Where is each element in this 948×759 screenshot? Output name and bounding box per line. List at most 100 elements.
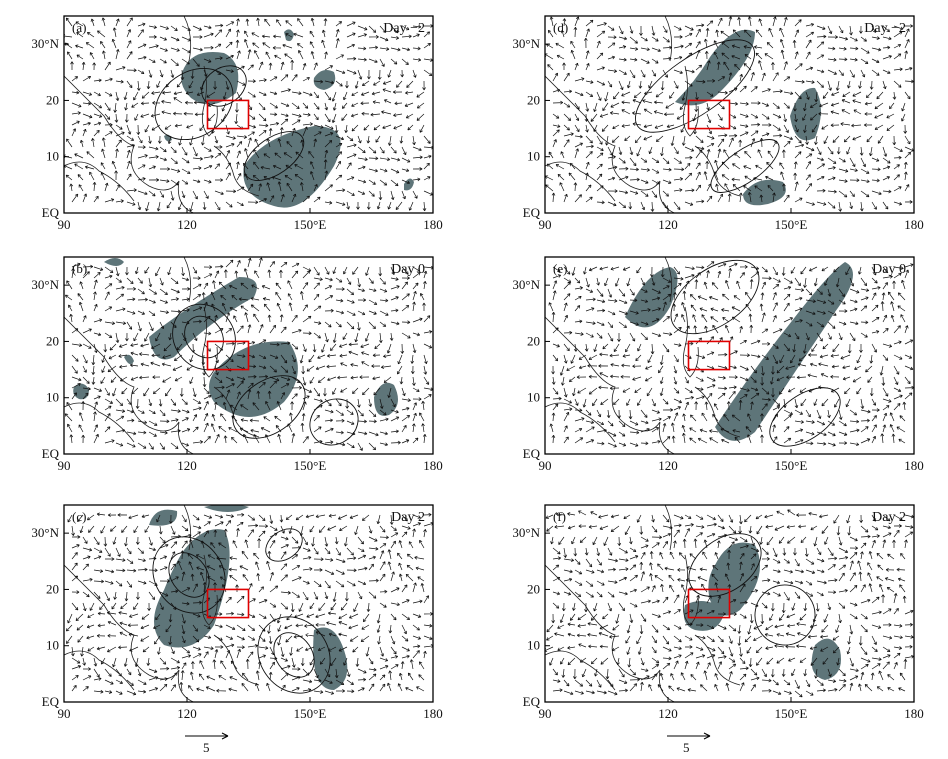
wind-vector-arrow xyxy=(755,29,763,38)
wind-vector-arrow xyxy=(244,312,249,323)
wind-vector-arrow xyxy=(547,64,554,71)
wind-vector-arrow xyxy=(225,259,234,268)
wind-vector-arrow xyxy=(596,547,601,556)
wind-vector-arrow xyxy=(280,536,289,541)
wind-vector-arrow xyxy=(188,685,194,692)
wind-vector-arrow xyxy=(137,22,146,27)
wind-vector-arrow xyxy=(693,325,697,334)
wind-vector-arrow xyxy=(830,387,840,393)
wind-vector-arrow xyxy=(859,25,863,34)
wind-vector-arrow xyxy=(649,266,654,278)
wind-vector-arrow xyxy=(318,525,326,533)
wind-vector-arrow xyxy=(379,431,388,436)
wind-vector-arrow xyxy=(137,420,148,425)
wind-vector-arrow xyxy=(798,354,807,362)
wind-vector-arrow xyxy=(904,354,913,359)
wind-vector-arrow xyxy=(604,91,609,102)
wind-vector-arrow xyxy=(563,139,570,148)
wind-vector-arrow xyxy=(684,514,692,519)
wind-vector-arrow xyxy=(354,525,359,535)
wind-vector-arrow xyxy=(849,546,858,551)
wind-vector-arrow xyxy=(706,376,716,382)
wind-vector-arrow xyxy=(805,135,809,145)
wind-vector-arrow xyxy=(71,268,75,279)
wind-vector-arrow xyxy=(758,424,763,433)
wind-vector-arrow xyxy=(904,539,908,549)
wind-vector-arrow xyxy=(159,555,167,560)
y-tick-label: 10 xyxy=(46,390,59,405)
wind-vector-arrow xyxy=(137,689,147,694)
wind-vector-arrow xyxy=(97,30,106,38)
wind-vector-arrow xyxy=(882,525,891,530)
wind-vector-arrow xyxy=(247,200,259,205)
wind-vector-arrow xyxy=(574,148,579,159)
wind-vector-arrow xyxy=(203,436,211,444)
wind-vector-arrow xyxy=(602,343,609,350)
wind-vector-arrow xyxy=(157,135,162,144)
wind-vector-arrow xyxy=(82,121,91,126)
wind-vector-arrow xyxy=(71,535,81,539)
wind-vector-arrow xyxy=(567,646,576,650)
wind-vector-arrow xyxy=(897,305,906,312)
wind-vector-arrow xyxy=(621,363,631,368)
wind-vector-arrow xyxy=(902,595,907,604)
wind-vector-arrow xyxy=(340,602,348,611)
wind-vector-arrow xyxy=(860,201,864,212)
wind-vector-arrow xyxy=(390,277,399,281)
wind-vector-arrow xyxy=(651,190,658,198)
wind-vector-arrow xyxy=(302,376,307,386)
wind-vector-arrow xyxy=(93,401,98,411)
wind-vector-arrow xyxy=(280,88,291,93)
wind-vector-arrow xyxy=(407,672,414,681)
wind-vector-arrow xyxy=(805,288,813,296)
wind-vector-arrow xyxy=(612,624,620,631)
wind-vector-arrow xyxy=(137,177,146,181)
wind-vector-arrow xyxy=(882,25,890,33)
wind-vector-arrow xyxy=(849,657,854,667)
wind-vector-arrow xyxy=(71,602,79,611)
wind-vector-arrow xyxy=(401,599,410,604)
wind-vector-arrow xyxy=(860,551,864,560)
wind-vector-arrow xyxy=(100,40,106,49)
wind-vector-arrow xyxy=(335,580,345,588)
wind-vector-arrow xyxy=(706,60,711,71)
wind-vector-arrow xyxy=(268,128,273,137)
wind-vector-arrow xyxy=(670,422,675,433)
wind-vector-arrow xyxy=(362,613,370,623)
wind-vector-arrow xyxy=(651,613,661,618)
wind-vector-arrow xyxy=(390,190,395,201)
wind-vector-arrow xyxy=(71,354,79,362)
wind-vector-arrow xyxy=(629,310,639,315)
wind-vector-arrow xyxy=(327,525,337,531)
wind-vector-arrow xyxy=(236,65,245,71)
wind-vector-arrow xyxy=(750,376,757,383)
wind-vector-arrow xyxy=(308,150,315,159)
wind-vector-arrow xyxy=(287,293,293,301)
wind-vector-arrow xyxy=(379,683,386,692)
wind-vector-arrow xyxy=(412,58,422,62)
wind-vector-arrow xyxy=(192,58,200,67)
map-frame xyxy=(63,256,434,455)
wind-vector-arrow xyxy=(144,266,150,274)
wind-vector-arrow xyxy=(684,146,695,152)
wind-vector-arrow xyxy=(827,46,836,51)
wind-vector-arrow xyxy=(791,668,796,677)
wind-vector-arrow xyxy=(563,266,571,275)
wind-vector-arrow xyxy=(291,127,296,137)
wind-vector-arrow xyxy=(705,27,710,38)
wind-vector-arrow xyxy=(869,387,874,397)
wind-vector-arrow xyxy=(305,633,315,637)
wind-vector-arrow xyxy=(162,376,172,383)
wind-vector-arrow xyxy=(642,99,653,104)
wind-vector-arrow xyxy=(640,299,649,303)
wind-vector-arrow xyxy=(236,29,240,38)
wind-vector-arrow xyxy=(695,376,704,382)
wind-vector-arrow xyxy=(759,303,764,312)
wind-vector-arrow xyxy=(856,354,862,364)
wind-vector-arrow xyxy=(772,328,783,334)
wind-vector-arrow xyxy=(104,426,111,433)
wind-vector-arrow xyxy=(838,157,846,163)
wind-vector-arrow xyxy=(772,398,781,407)
wind-vector-arrow xyxy=(645,365,653,370)
wind-vector-arrow xyxy=(218,426,227,433)
